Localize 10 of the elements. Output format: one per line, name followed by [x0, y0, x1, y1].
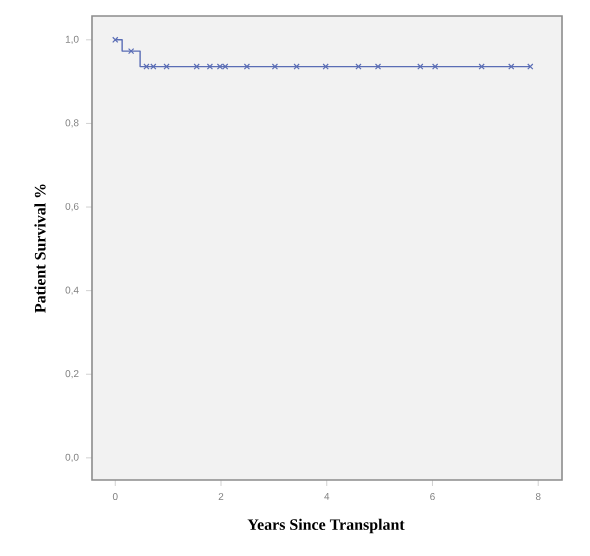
point	[193, 63, 200, 70]
point	[222, 63, 229, 70]
point	[431, 63, 439, 70]
point	[417, 63, 424, 70]
point	[374, 63, 382, 70]
point	[243, 63, 251, 70]
point	[150, 63, 157, 70]
point	[508, 63, 515, 70]
point	[322, 63, 329, 70]
point	[271, 63, 279, 70]
